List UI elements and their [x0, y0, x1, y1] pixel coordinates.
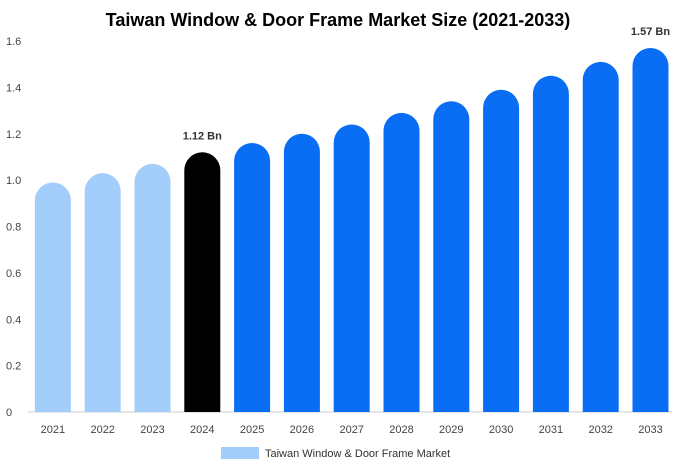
x-tick-label: 2024	[190, 424, 214, 436]
y-tick-label: 1.2	[6, 129, 21, 141]
y-tick-label: 0.2	[6, 361, 21, 373]
x-axis: 2021 2022 2023 2024 2025 2026 2027 2028 2029 2030…	[41, 424, 663, 436]
data-labels: 1.12 Bn 1.57 Bn	[183, 26, 671, 142]
bars	[34, 47, 669, 413]
y-tick-label: 0.8	[6, 222, 21, 234]
bar-2021[interactable]	[34, 182, 71, 412]
y-axis: 0 0.2 0.4 0.6 0.8 1.0 1.2 1.4 1.6	[6, 36, 21, 419]
y-tick-label: 1.4	[6, 82, 21, 94]
bar-2022[interactable]	[84, 173, 121, 412]
x-tick-label: 2022	[90, 424, 114, 436]
legend-label[interactable]: Taiwan Window & Door Frame Market	[265, 448, 450, 460]
bar-2029[interactable]	[433, 101, 470, 412]
x-tick-label: 2027	[339, 424, 363, 436]
x-tick-label: 2029	[439, 424, 463, 436]
legend-swatch[interactable]	[221, 447, 259, 459]
data-label-2033: 1.57 Bn	[631, 26, 670, 38]
x-tick-label: 2023	[140, 424, 164, 436]
x-tick-label: 2021	[41, 424, 65, 436]
y-tick-label: 0.6	[6, 268, 21, 280]
chart-title: Taiwan Window & Door Frame Market Size (…	[106, 10, 571, 30]
data-label-2024: 1.12 Bn	[183, 130, 222, 142]
bar-2028[interactable]	[383, 112, 420, 412]
y-tick-label: 0	[6, 407, 12, 419]
bar-2032[interactable]	[582, 61, 619, 413]
x-tick-label: 2026	[290, 424, 314, 436]
x-tick-label: 2031	[539, 424, 563, 436]
bar-2025[interactable]	[234, 143, 271, 412]
bar-2031[interactable]	[532, 75, 569, 412]
y-tick-label: 0.4	[6, 314, 21, 326]
x-tick-label: 2030	[489, 424, 513, 436]
bar-2027[interactable]	[333, 124, 370, 412]
x-tick-label: 2033	[638, 424, 662, 436]
bar-2024[interactable]	[184, 152, 221, 413]
x-tick-label: 2032	[588, 424, 612, 436]
bar-2026[interactable]	[283, 133, 320, 412]
legend[interactable]: Taiwan Window & Door Frame Market	[221, 447, 450, 460]
x-tick-label: 2025	[240, 424, 264, 436]
y-tick-label: 1.6	[6, 36, 21, 48]
x-tick-label: 2028	[389, 424, 413, 436]
bar-2023[interactable]	[134, 163, 171, 412]
y-tick-label: 1.0	[6, 175, 21, 187]
bar-2033[interactable]	[632, 47, 669, 413]
bar-2030[interactable]	[483, 89, 520, 413]
